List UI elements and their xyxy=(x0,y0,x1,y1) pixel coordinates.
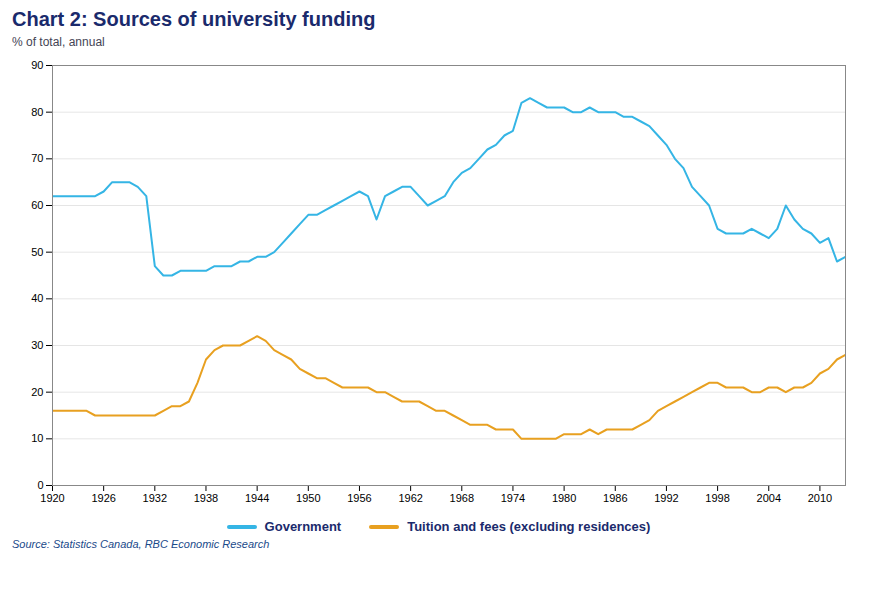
svg-text:80: 80 xyxy=(31,106,43,118)
svg-text:90: 90 xyxy=(31,59,43,71)
svg-text:1974: 1974 xyxy=(501,492,525,504)
svg-text:1926: 1926 xyxy=(91,492,115,504)
svg-text:30: 30 xyxy=(31,339,43,351)
svg-text:1980: 1980 xyxy=(552,492,576,504)
svg-text:2010: 2010 xyxy=(808,492,832,504)
svg-text:1968: 1968 xyxy=(450,492,474,504)
html-text:Tuition and fees (excluding re: Tuition and fees (excluding residences) xyxy=(407,519,651,534)
svg-text:1962: 1962 xyxy=(398,492,422,504)
svg-text:60: 60 xyxy=(31,199,43,211)
svg-text:1932: 1932 xyxy=(143,492,167,504)
svg-text:20: 20 xyxy=(31,386,43,398)
svg-text:40: 40 xyxy=(31,292,43,304)
svg-text:70: 70 xyxy=(31,152,43,164)
svg-text:1998: 1998 xyxy=(705,492,729,504)
html-text:Source: Statistics Canada, RBC: Source: Statistics Canada, RBC Economic … xyxy=(12,538,270,550)
html-text:Government: Government xyxy=(264,519,342,534)
svg-text:1956: 1956 xyxy=(347,492,371,504)
svg-text:1986: 1986 xyxy=(603,492,627,504)
svg-text:2004: 2004 xyxy=(757,492,781,504)
svg-text:50: 50 xyxy=(31,246,43,258)
svg-text:10: 10 xyxy=(31,432,43,444)
html-text:Chart 2: Sources of university: Chart 2: Sources of university funding xyxy=(12,8,376,30)
svg-text:1920: 1920 xyxy=(40,492,64,504)
html-text:% of total, annual: % of total, annual xyxy=(12,35,105,49)
svg-text:1992: 1992 xyxy=(654,492,678,504)
svg-text:0: 0 xyxy=(37,479,43,491)
svg-text:1944: 1944 xyxy=(245,492,269,504)
svg-text:1938: 1938 xyxy=(194,492,218,504)
svg-text:1950: 1950 xyxy=(296,492,320,504)
